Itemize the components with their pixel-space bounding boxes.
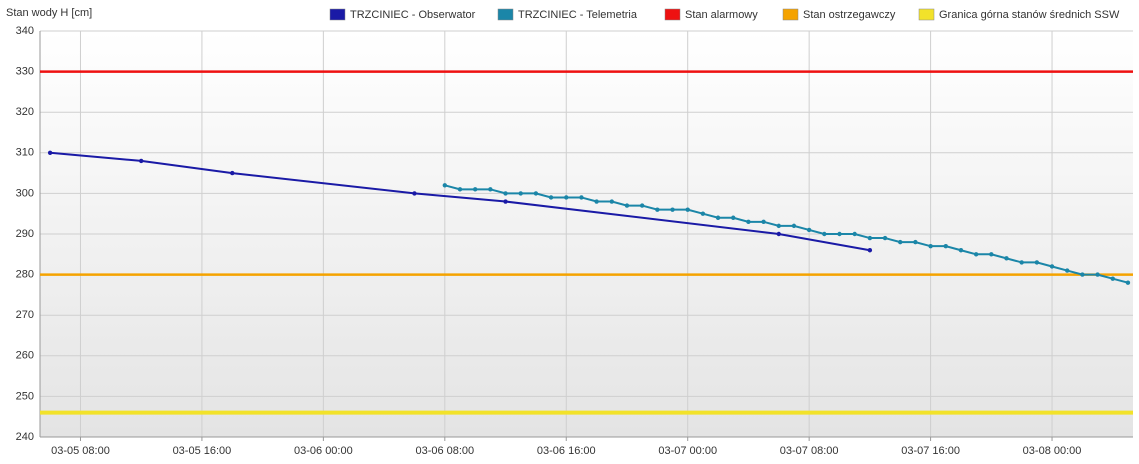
data-point	[791, 223, 797, 229]
x-tick-label: 03-07 16:00	[901, 445, 960, 457]
legend-label: Granica górna stanów średnich SSW	[939, 9, 1120, 21]
y-tick-label: 260	[16, 350, 34, 362]
legend-swatch	[782, 8, 799, 21]
x-tick-label: 03-06 00:00	[294, 445, 353, 457]
y-axis-label: Stan wody H [cm]	[6, 7, 92, 19]
y-tick-label: 240	[16, 431, 34, 443]
data-point	[639, 203, 645, 208]
data-point	[457, 187, 463, 192]
y-tick-label: 340	[16, 25, 34, 37]
data-point	[806, 227, 812, 233]
data-point	[973, 252, 979, 257]
x-tick-label: 03-07 08:00	[780, 445, 839, 457]
data-point	[867, 248, 873, 253]
data-point	[670, 207, 675, 212]
data-point	[761, 219, 766, 225]
data-point	[776, 223, 781, 229]
y-tick-label: 250	[16, 390, 34, 402]
legend-swatch	[664, 8, 681, 21]
data-point	[533, 191, 539, 196]
data-point	[1080, 272, 1085, 277]
data-point	[47, 150, 53, 155]
data-point	[1095, 272, 1100, 277]
data-point	[943, 243, 948, 249]
x-tick-label: 03-05 16:00	[173, 445, 232, 457]
data-point	[472, 187, 478, 192]
data-point	[1125, 280, 1131, 285]
data-point	[700, 211, 706, 216]
data-point	[503, 199, 508, 204]
data-point	[609, 199, 615, 204]
data-point	[442, 183, 448, 188]
data-point	[837, 231, 842, 237]
data-point	[898, 239, 903, 245]
data-point	[564, 195, 569, 200]
data-point	[655, 207, 660, 212]
data-point	[685, 207, 690, 212]
legend-label: Stan alarmowy	[685, 9, 758, 21]
y-tick-label: 310	[16, 147, 34, 159]
x-tick-label: 03-07 00:00	[658, 445, 717, 457]
data-point	[928, 243, 933, 249]
series-line	[444, 184, 1129, 284]
y-tick-label: 320	[16, 106, 34, 118]
data-point	[594, 199, 599, 204]
legend-label: TRZCINIEC - Obserwator	[350, 9, 476, 21]
y-tick-label: 280	[16, 269, 34, 281]
data-point	[913, 239, 918, 245]
data-point	[230, 170, 235, 176]
data-point	[867, 235, 873, 241]
data-point	[624, 203, 630, 208]
x-tick-label: 03-08 00:00	[1023, 445, 1082, 457]
x-tick-label: 03-05 08:00	[51, 445, 110, 457]
x-tick-label: 03-06 08:00	[415, 445, 474, 457]
y-tick-label: 330	[16, 66, 34, 78]
data-point	[139, 158, 144, 164]
data-point	[1065, 268, 1070, 273]
data-point	[488, 187, 493, 192]
data-point	[776, 231, 781, 237]
y-tick-label: 300	[16, 187, 34, 199]
data-point	[715, 215, 721, 220]
y-tick-label: 290	[16, 228, 34, 240]
data-point	[518, 191, 523, 196]
data-point	[412, 191, 417, 196]
data-point	[1019, 260, 1024, 265]
data-point	[1110, 276, 1115, 281]
data-point	[852, 231, 857, 237]
legend-swatch	[329, 8, 346, 21]
data-point	[822, 231, 827, 237]
y-tick-label: 270	[16, 309, 34, 321]
data-point	[1034, 260, 1040, 265]
data-point	[989, 252, 994, 257]
legend-swatch	[497, 8, 514, 21]
legend-swatch	[918, 8, 935, 21]
data-point	[731, 215, 736, 220]
data-point	[746, 219, 751, 225]
x-tick-label: 03-06 16:00	[537, 445, 596, 457]
data-point	[503, 191, 508, 196]
data-point	[548, 195, 554, 200]
data-point	[1004, 256, 1009, 261]
data-point	[579, 195, 584, 200]
data-point	[958, 248, 964, 253]
legend-label: TRZCINIEC - Telemetria	[518, 9, 638, 21]
legend-label: Stan ostrzegawczy	[803, 9, 896, 21]
data-point	[1049, 264, 1055, 269]
data-point	[882, 235, 888, 241]
